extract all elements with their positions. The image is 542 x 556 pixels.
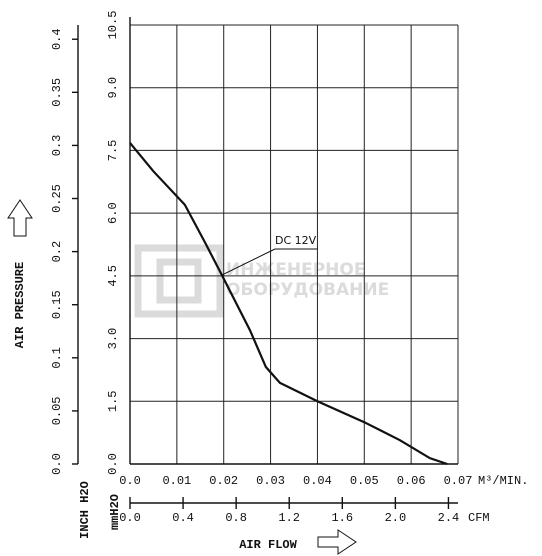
y2-tick-label: 0.4	[50, 28, 64, 50]
x2-unit: CFM	[468, 511, 490, 525]
x2-tick-label: 0.4	[172, 511, 194, 525]
y2-tick-label: 0.3	[50, 135, 64, 157]
y-tick-label: 6.0	[106, 202, 120, 224]
arrow-up	[7, 199, 33, 237]
x2-tick-label: 0.8	[225, 511, 247, 525]
watermark-text: ИНЖЕНЕРНОЕ	[226, 260, 365, 280]
y-tick-label: 1.5	[106, 390, 120, 412]
x-tick-label: 0.02	[209, 474, 238, 488]
curve-label: DC 12V	[275, 234, 317, 247]
leader-line	[221, 248, 276, 276]
y2-unit: INCH H2O	[78, 481, 92, 539]
y2-tick-label: 0.2	[50, 241, 64, 263]
watermark-text: ОБОРУДОВАНИЕ	[226, 280, 389, 300]
y-tick-label: 7.5	[106, 140, 120, 162]
x-tick-label: 0.03	[256, 474, 285, 488]
y2-tick-label: 0.35	[50, 78, 64, 107]
y2-tick-label: 0.0	[50, 453, 64, 475]
x-tick-label: 0.06	[397, 474, 426, 488]
y2-tick-label: 0.15	[50, 290, 64, 319]
x-tick-label: 0.0	[119, 474, 141, 488]
y-tick-label: 9.0	[106, 77, 120, 99]
watermark: ИНЖЕНЕРНОЕ ОБОРУДОВАНИЕ	[134, 244, 389, 318]
x-axis-title: AIR FLOW	[239, 538, 297, 552]
x2-tick-label: 1.2	[278, 511, 300, 525]
y-unit: mmH2O	[108, 494, 122, 530]
y-tick-label: 3.0	[106, 328, 120, 350]
x-tick-label: 0.01	[162, 474, 191, 488]
x-tick-label: 0.07	[444, 474, 473, 488]
x2-tick-label: 0.0	[119, 511, 141, 525]
x-tick-label: 0.04	[303, 474, 332, 488]
x-tick-label: 0.05	[350, 474, 379, 488]
x2-tick-label: 2.0	[385, 511, 407, 525]
x-unit: M³/MIN.	[478, 474, 528, 488]
watermark-logo	[156, 258, 202, 304]
y-axis-title: AIR PRESSURE	[13, 262, 27, 348]
x2-tick-label: 1.6	[331, 511, 353, 525]
y-tick-label: 10.5	[106, 11, 120, 40]
y2-tick-label: 0.25	[50, 184, 64, 213]
y-tick-label: 0.0	[106, 453, 120, 475]
x2-tick-label: 2.4	[438, 511, 460, 525]
watermark-logo	[134, 244, 224, 318]
y2-tick-label: 0.1	[50, 347, 64, 369]
curve	[129, 142, 448, 466]
y-tick-label: 4.5	[106, 265, 120, 287]
arrow-right	[317, 529, 357, 555]
y2-tick-label: 0.05	[50, 396, 64, 425]
